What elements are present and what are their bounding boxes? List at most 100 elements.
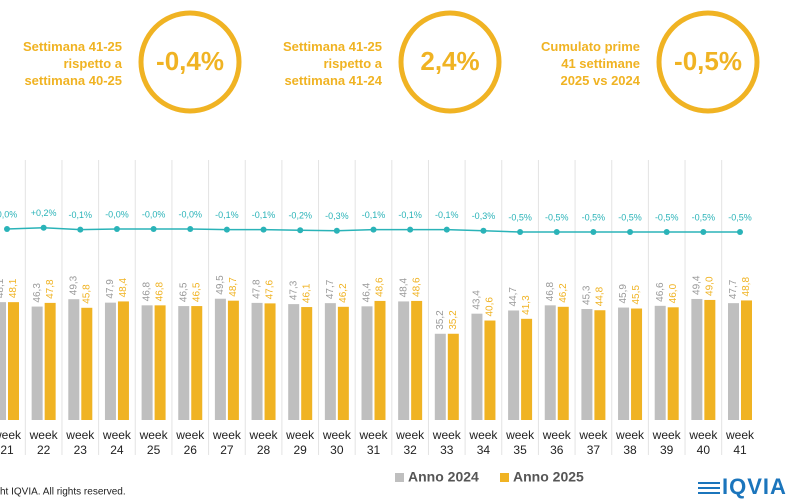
- line-point: [443, 226, 450, 233]
- kpi-label: 2025 vs 2024: [560, 73, 640, 88]
- data-label: 46,0: [668, 283, 679, 303]
- data-label: -0,1%: [362, 210, 386, 220]
- legend-swatch: [500, 473, 509, 482]
- kpi-label: 41 settimane: [561, 56, 640, 71]
- x-tick-label: week 28: [249, 428, 278, 457]
- data-label: 35,2: [435, 310, 446, 330]
- line-point: [223, 226, 230, 233]
- legend-swatch: [395, 473, 404, 482]
- x-tick-label: week 36: [542, 428, 571, 457]
- data-label: -0,5%: [728, 212, 752, 222]
- data-label: 49,3: [68, 275, 79, 295]
- data-label: 48,6: [411, 277, 422, 297]
- data-label: 49,0: [704, 276, 715, 296]
- bar: [594, 310, 606, 420]
- bar: [31, 306, 43, 420]
- bar: [191, 306, 203, 420]
- line-point: [4, 226, 10, 232]
- bar: [44, 302, 56, 420]
- data-label: 46,8: [155, 281, 166, 301]
- bar: [434, 333, 446, 420]
- footer: ht IQVIA. All rights reserved.: [0, 487, 126, 498]
- x-tick-label: week 30: [322, 428, 351, 457]
- bar: [471, 313, 483, 420]
- data-label: -0,0%: [105, 209, 129, 219]
- bar: [214, 298, 226, 420]
- kpi-label: Settimana 41-25: [283, 39, 382, 54]
- data-label: 48,1: [0, 278, 6, 298]
- data-label: -0,1%: [69, 210, 93, 220]
- line-point: [627, 229, 634, 235]
- bar: [374, 300, 386, 420]
- bar: [81, 307, 93, 420]
- bar: [178, 306, 190, 420]
- kpi-label: settimana 41-24: [284, 73, 382, 88]
- data-label: 48,1: [8, 278, 19, 298]
- line-point: [187, 226, 194, 232]
- bar: [8, 302, 19, 420]
- x-tick-label: week 34: [469, 428, 498, 457]
- bar: [654, 305, 666, 420]
- data-label: 45,8: [81, 284, 92, 304]
- bar: [337, 306, 349, 420]
- line-point: [700, 229, 707, 235]
- kpi-label: rispetto a: [63, 56, 122, 71]
- data-label: 46,8: [142, 281, 153, 301]
- data-label: +0,2%: [31, 208, 57, 218]
- x-tick-label: week 21: [0, 428, 21, 457]
- data-label: 47,7: [728, 279, 739, 299]
- line-point: [150, 226, 157, 232]
- x-tick-label: week 24: [102, 428, 131, 457]
- data-label: -0,5%: [582, 212, 606, 222]
- line-point: [333, 227, 340, 234]
- line-point: [77, 226, 84, 233]
- x-tick-label: week 31: [359, 428, 388, 457]
- bar: [557, 306, 569, 420]
- data-label: 46,5: [178, 282, 189, 302]
- bar: [447, 333, 459, 420]
- x-tick-label: week 35: [506, 428, 535, 457]
- line-point: [480, 227, 487, 234]
- data-label: 47,3: [288, 280, 299, 300]
- data-label: 44,8: [595, 286, 606, 306]
- data-label: 46,2: [558, 283, 569, 303]
- data-label: 46,3: [32, 283, 43, 303]
- data-label: 40,6: [485, 297, 496, 317]
- data-label: -0,3%: [325, 211, 349, 221]
- bar: [581, 309, 593, 420]
- bar: [68, 299, 80, 420]
- data-label: 49,5: [215, 275, 226, 295]
- data-label: -0,5%: [545, 212, 569, 222]
- data-label: 46,5: [191, 282, 202, 302]
- bar: [741, 300, 752, 420]
- x-tick-label: week 27: [212, 428, 241, 457]
- line-point: [40, 224, 47, 231]
- data-label: -0,3%: [472, 211, 496, 221]
- bar: [227, 300, 239, 420]
- kpi-label: Settimana 41-25: [23, 39, 122, 54]
- line-point: [407, 226, 414, 233]
- data-label: 48,4: [118, 278, 129, 298]
- data-label: 44,7: [508, 287, 519, 307]
- kpi-circle: [656, 10, 760, 114]
- bar: [141, 305, 153, 420]
- bar: [691, 298, 703, 420]
- bar: [117, 301, 129, 420]
- data-label: 47,7: [325, 279, 336, 299]
- bar: [631, 308, 643, 420]
- data-label: 35,2: [448, 310, 459, 330]
- bar: [411, 300, 423, 420]
- bar: [154, 305, 166, 420]
- bar: [667, 307, 679, 420]
- bar: [521, 318, 533, 420]
- bar: [251, 302, 263, 420]
- x-tick-label: week 40: [689, 428, 718, 457]
- x-tick-label: week 41: [725, 428, 754, 457]
- kpi-label: rispetto a: [323, 56, 382, 71]
- line-point: [517, 229, 524, 235]
- kpi-label: settimana 40-25: [24, 73, 122, 88]
- data-label: 47,8: [45, 279, 56, 299]
- data-label: -0,5%: [618, 212, 642, 222]
- line-point: [370, 226, 377, 233]
- data-label: -0,1%: [435, 210, 459, 220]
